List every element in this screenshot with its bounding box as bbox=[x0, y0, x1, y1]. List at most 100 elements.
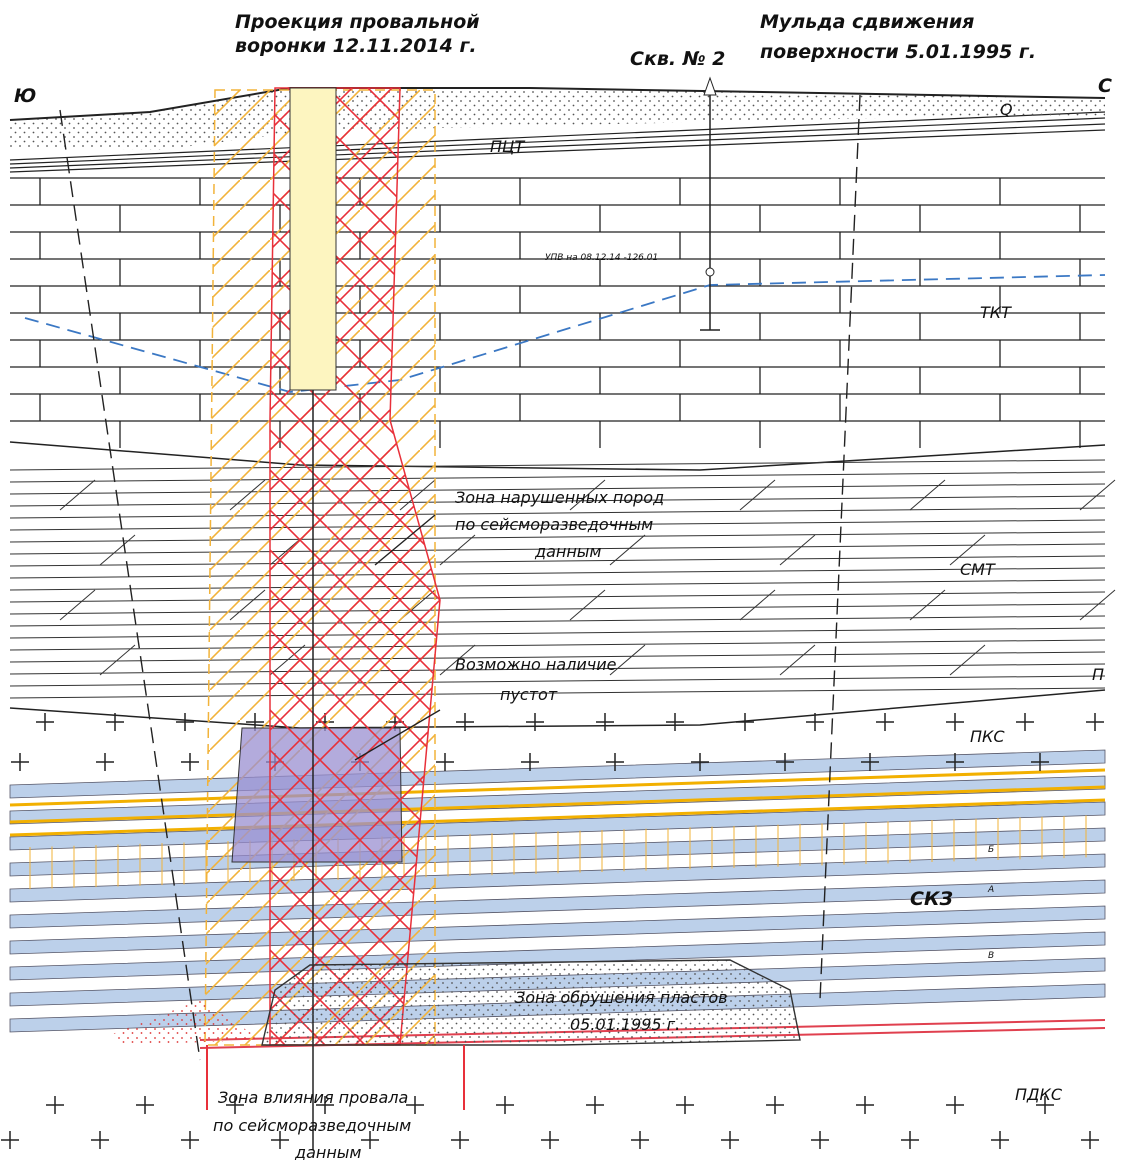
hatch-line bbox=[9, 459, 1106, 471]
cross bbox=[526, 713, 544, 731]
hatch-tick bbox=[59, 479, 96, 511]
annotation: данным bbox=[534, 542, 602, 561]
cross bbox=[136, 1096, 154, 1114]
cross bbox=[96, 753, 114, 771]
seam-label: А bbox=[987, 885, 994, 895]
pointer bbox=[354, 514, 441, 761]
cross bbox=[806, 713, 824, 731]
cross bbox=[361, 1131, 379, 1149]
annotation: пустот bbox=[500, 685, 558, 704]
cross bbox=[811, 1131, 829, 1149]
hatch-tick bbox=[909, 589, 946, 621]
layer-label: Q bbox=[1000, 100, 1013, 119]
borehole-head bbox=[703, 76, 717, 96]
influence-marker bbox=[206, 1045, 465, 1110]
cross bbox=[946, 713, 964, 731]
cross bbox=[436, 753, 454, 771]
cross bbox=[856, 1096, 874, 1114]
cross bbox=[1036, 1096, 1054, 1114]
hatch-line bbox=[9, 639, 1106, 651]
stratum-line bbox=[9, 129, 1106, 173]
cross bbox=[406, 1096, 424, 1114]
hatch-line bbox=[9, 519, 1106, 531]
annotation: по сейсморазведочным bbox=[455, 515, 653, 534]
layer-label: П bbox=[1092, 665, 1104, 684]
layer-label: ТКТ bbox=[980, 303, 1012, 322]
hatch-tick bbox=[739, 589, 776, 621]
cross bbox=[596, 713, 614, 731]
cross bbox=[176, 713, 194, 731]
annotation: данным bbox=[294, 1143, 362, 1160]
stratum-line bbox=[9, 123, 1106, 169]
hatch-tick bbox=[609, 534, 646, 566]
cross bbox=[691, 753, 709, 771]
water-level-label: УПВ на 08.12.14 -126.01 bbox=[545, 253, 658, 263]
cross bbox=[946, 753, 964, 771]
sinkhole-projection bbox=[289, 87, 337, 391]
cross bbox=[631, 1131, 649, 1149]
layer-label: СМТ bbox=[960, 560, 996, 579]
cross bbox=[1031, 753, 1049, 771]
layer-label: СКЗ bbox=[910, 888, 953, 910]
hatch-line bbox=[9, 675, 1106, 687]
cross bbox=[721, 1131, 739, 1149]
cross bbox=[226, 1096, 244, 1114]
cross bbox=[36, 713, 54, 731]
cross bbox=[586, 1096, 604, 1114]
hatch-line bbox=[9, 651, 1106, 663]
trough-boundary bbox=[59, 94, 861, 1061]
coal-seam bbox=[9, 798, 1106, 837]
caption: поверхности 5.01.1995 г. bbox=[760, 41, 1036, 63]
direction: Ю bbox=[14, 85, 36, 107]
hatch-line bbox=[9, 603, 1106, 615]
cross bbox=[776, 753, 794, 771]
cross bbox=[666, 713, 684, 731]
seam-label: В bbox=[988, 951, 994, 961]
hatch-line bbox=[9, 483, 1106, 495]
hatch-tick bbox=[949, 644, 986, 676]
caption: Проекция провальной bbox=[235, 11, 480, 33]
hatch-line bbox=[9, 687, 1106, 699]
coal-seam bbox=[9, 768, 1106, 807]
hatch-tick bbox=[609, 644, 646, 676]
water-level bbox=[24, 274, 1106, 393]
hatch-line bbox=[9, 567, 1106, 579]
caption: Мульда сдвижения bbox=[760, 11, 974, 33]
hatch-line bbox=[9, 663, 1106, 675]
hatch-tick bbox=[569, 479, 606, 511]
hatch-line bbox=[9, 471, 1106, 483]
stratum-line bbox=[9, 117, 1106, 165]
cross bbox=[521, 753, 539, 771]
hatch-tick bbox=[949, 534, 986, 566]
stratum-line bbox=[9, 689, 1106, 729]
collapse-zone bbox=[261, 959, 801, 1046]
cross bbox=[991, 1131, 1009, 1149]
hatch-tick bbox=[439, 534, 476, 566]
cross bbox=[1016, 713, 1034, 731]
cross bbox=[861, 753, 879, 771]
cross bbox=[91, 1131, 109, 1149]
coal-seam bbox=[9, 785, 1106, 824]
cross bbox=[876, 713, 894, 731]
layer-label: ПКС bbox=[970, 727, 1005, 746]
cross bbox=[181, 1131, 199, 1149]
hatch-tick bbox=[569, 589, 606, 621]
cross bbox=[106, 713, 124, 731]
hatch-line bbox=[9, 531, 1106, 543]
annotation: по сейсморазведочным bbox=[213, 1116, 411, 1135]
hatch-tick bbox=[779, 644, 816, 676]
cross bbox=[1, 1131, 19, 1149]
cross bbox=[496, 1096, 514, 1114]
hatch-tick bbox=[439, 644, 476, 676]
cross bbox=[1086, 713, 1104, 731]
water-mark bbox=[705, 267, 715, 277]
cross bbox=[181, 753, 199, 771]
annotation: Зона обрушения пластов bbox=[515, 988, 728, 1007]
borehole-label: Скв. № 2 bbox=[630, 48, 725, 70]
hatch-line bbox=[9, 627, 1106, 639]
hatch-line bbox=[9, 591, 1106, 603]
hatch-line bbox=[9, 495, 1106, 507]
annotation: 05.01.1995 г. bbox=[570, 1015, 680, 1034]
stratum-line bbox=[9, 441, 1106, 471]
hatch-line bbox=[9, 615, 1106, 627]
